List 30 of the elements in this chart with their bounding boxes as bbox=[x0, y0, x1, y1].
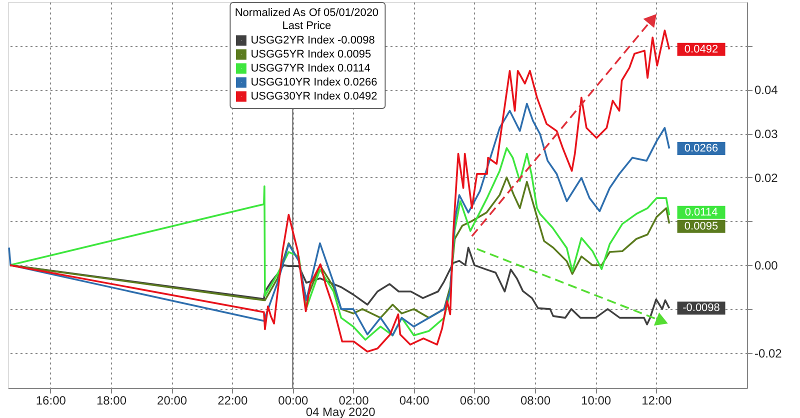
legend-label: USGG7YR Index 0.0114 bbox=[250, 62, 370, 74]
line-series bbox=[8, 102, 670, 336]
x-tick-label: 00:00 bbox=[278, 394, 309, 408]
legend-label: USGG30YR Index 0.0492 bbox=[250, 90, 378, 102]
x-tick-label: 22:00 bbox=[218, 394, 248, 408]
data-label: -0.0098 bbox=[682, 302, 720, 314]
data-label: 0.0114 bbox=[684, 206, 718, 218]
x-tick-label: 02:00 bbox=[338, 394, 370, 408]
y-tick-label: 0.04 bbox=[754, 83, 778, 98]
x-tick-label: 18:00 bbox=[96, 394, 127, 408]
x-tick-label: 16:00 bbox=[36, 394, 66, 408]
legend-title: Normalized As Of 05/01/2020 Last Price bbox=[234, 7, 379, 32]
x-tick-label: 10:00 bbox=[581, 394, 612, 408]
x-tick-label: 20:00 bbox=[157, 394, 188, 408]
line-series bbox=[9, 147, 670, 341]
data-label: 0.0095 bbox=[684, 220, 718, 232]
y-tick-label: 0.03 bbox=[754, 127, 778, 142]
x-tick-label: 12:00 bbox=[642, 394, 672, 408]
y-tick-label: 0.00 bbox=[754, 258, 778, 273]
y-tick-label: 0.02 bbox=[754, 170, 778, 185]
x-tick-label: 06:00 bbox=[460, 394, 490, 408]
x-tick-label: 04:00 bbox=[399, 394, 430, 408]
legend-label: USGG5YR Index 0.0095 bbox=[250, 48, 372, 60]
data-label: 0.0266 bbox=[684, 142, 718, 155]
legend-label: USGG10YR Index 0.0266 bbox=[250, 76, 378, 88]
legend-label: USGG2YR Index -0.0098 bbox=[250, 34, 375, 46]
x-tick-label: 08:00 bbox=[520, 394, 551, 408]
data-label: 0.0492 bbox=[684, 43, 718, 56]
y-tick-label: -0.02 bbox=[754, 346, 782, 360]
line-series bbox=[9, 30, 670, 352]
